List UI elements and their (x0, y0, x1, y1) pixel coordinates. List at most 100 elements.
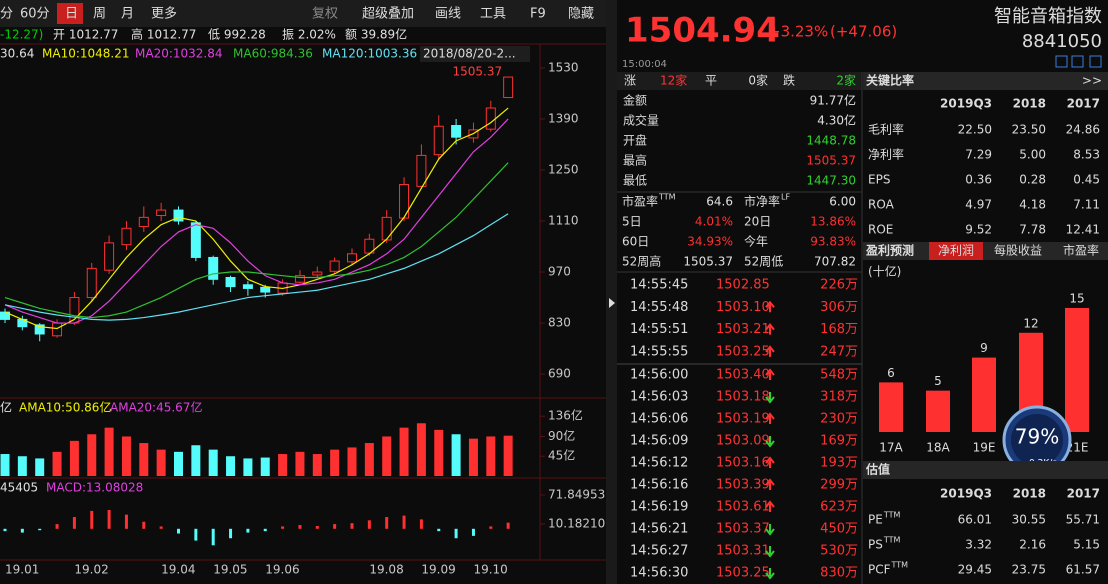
period-tab[interactable]: 周 (93, 7, 106, 22)
x-tick-label: 17A (879, 441, 903, 455)
legend-item: MACD:13.08028 (46, 481, 143, 495)
x-tick-label: 19.10 (473, 563, 507, 577)
breadth-bar (617, 72, 862, 90)
candle-body (329, 260, 340, 272)
forecast-tab[interactable]: 每股收益 (994, 243, 1042, 258)
tick-time: 14:56:00 (630, 368, 688, 383)
period-tab[interactable]: 60分 (20, 7, 50, 22)
macd-bar (194, 528, 198, 541)
x-tick-label: 19.09 (421, 563, 455, 577)
y-tick-label: 45亿 (548, 448, 575, 463)
tool-button[interactable]: 超级叠加 (362, 7, 414, 22)
macd-bar (333, 524, 337, 529)
metric-label: 5日 (622, 215, 642, 229)
legend-item: 额 39.89亿 (345, 27, 407, 42)
macd-bar (107, 509, 111, 529)
legend-item: AMA20:45.67亿 (110, 400, 202, 415)
macd-bar (263, 528, 267, 532)
icon-button[interactable] (1071, 55, 1084, 68)
volume-bar (87, 434, 97, 476)
ma-line (4, 107, 509, 330)
macd-bar (385, 517, 389, 529)
direction-arrow (765, 456, 775, 468)
tick-time: 14:55:51 (630, 322, 688, 337)
metric-label: 52周高 (622, 254, 661, 269)
tick-price: 1503.19 (716, 412, 770, 427)
cell: 30.55 (1012, 513, 1046, 527)
tool-button[interactable]: 画线 (435, 7, 461, 22)
cell: 55.71 (1066, 513, 1100, 527)
macd-bar (281, 526, 285, 529)
tick-price: 1502.85 (716, 278, 770, 293)
legend-item: MA60:984.36 (233, 47, 313, 61)
tool-button[interactable]: 隐藏 (568, 7, 594, 22)
stat-label: 最高 (623, 153, 647, 168)
forecast-tab[interactable]: 净利润 (938, 244, 974, 258)
period-tab[interactable]: 日 (65, 7, 78, 22)
legend-item: -12.27) (0, 28, 43, 42)
y-tick-label: 690 (548, 367, 571, 381)
metric-value: 707.82 (814, 255, 856, 269)
volume-bar (139, 443, 149, 476)
volume-bar (260, 457, 270, 476)
macd-bar (55, 524, 59, 529)
collapse-arrow[interactable] (609, 298, 615, 308)
breadth-label: 跌 (783, 73, 795, 88)
cell: 29.45 (958, 563, 992, 577)
cell: 4.97 (965, 198, 992, 212)
x-tick-label: 19E (973, 441, 996, 455)
direction-arrow (765, 524, 775, 536)
widget-inner (1011, 414, 1063, 466)
more-button[interactable]: >> (1082, 74, 1102, 88)
volume-bar (226, 456, 236, 476)
candle-body (485, 107, 496, 130)
section-title: 盈利预测 (865, 243, 914, 258)
forecast-bar (879, 382, 903, 432)
section-header (863, 72, 1108, 90)
period-tab[interactable]: 月 (121, 7, 134, 22)
candle-body (225, 276, 236, 288)
data-label: 15 (1069, 291, 1084, 305)
y-tick-label: 136亿 (548, 408, 583, 423)
macd-bar (489, 526, 493, 529)
stat-value: 1505.37 (806, 154, 856, 168)
cell: 7.29 (965, 148, 992, 162)
stat-label: 成交量 (623, 113, 659, 128)
tick-price: 1503.31 (716, 544, 770, 559)
volume-bar (312, 454, 322, 476)
metric-label: 52周低 (744, 255, 783, 269)
tick-volume: 299万 (820, 478, 858, 493)
direction-arrow (765, 478, 775, 490)
tool-button[interactable]: 工具 (480, 7, 506, 22)
metric-value: 6.00 (829, 195, 856, 209)
period-tab[interactable]: 更多 (151, 6, 177, 22)
widget-percent: 79% (1015, 425, 1059, 449)
unit-label: (十亿) (868, 264, 901, 279)
volume-bar (295, 451, 305, 476)
tick-time: 14:56:30 (630, 566, 688, 581)
row-label: PCF (868, 563, 891, 577)
candle-body (433, 125, 444, 156)
legend-item: 高 1012.77 (131, 27, 196, 42)
icon-button[interactable] (1055, 55, 1068, 68)
stat-label: 最低 (623, 174, 647, 188)
period-tab[interactable]: 分 (0, 7, 13, 22)
icon-button[interactable] (1089, 55, 1102, 68)
direction-arrow (765, 546, 775, 558)
macd-bar (454, 528, 458, 539)
tick-volume: 193万 (820, 456, 858, 471)
x-tick-label: 19.02 (74, 563, 108, 577)
macd-bar (350, 523, 354, 529)
change-pct: +3.23% (768, 23, 828, 41)
volume-bar (69, 440, 79, 476)
volume-bar (0, 454, 10, 476)
tick-volume: 306万 (820, 300, 858, 315)
tool-button[interactable]: 复权 (312, 6, 338, 22)
stat-value: 91.77亿 (810, 93, 856, 108)
macd-bar (246, 528, 250, 533)
metric-value: 13.86% (810, 215, 856, 229)
metric-label: 今年 (744, 234, 768, 249)
macd-bar (506, 522, 510, 529)
forecast-tab[interactable]: 市盈率 (1063, 243, 1099, 258)
tool-button[interactable]: F9 (530, 7, 546, 22)
